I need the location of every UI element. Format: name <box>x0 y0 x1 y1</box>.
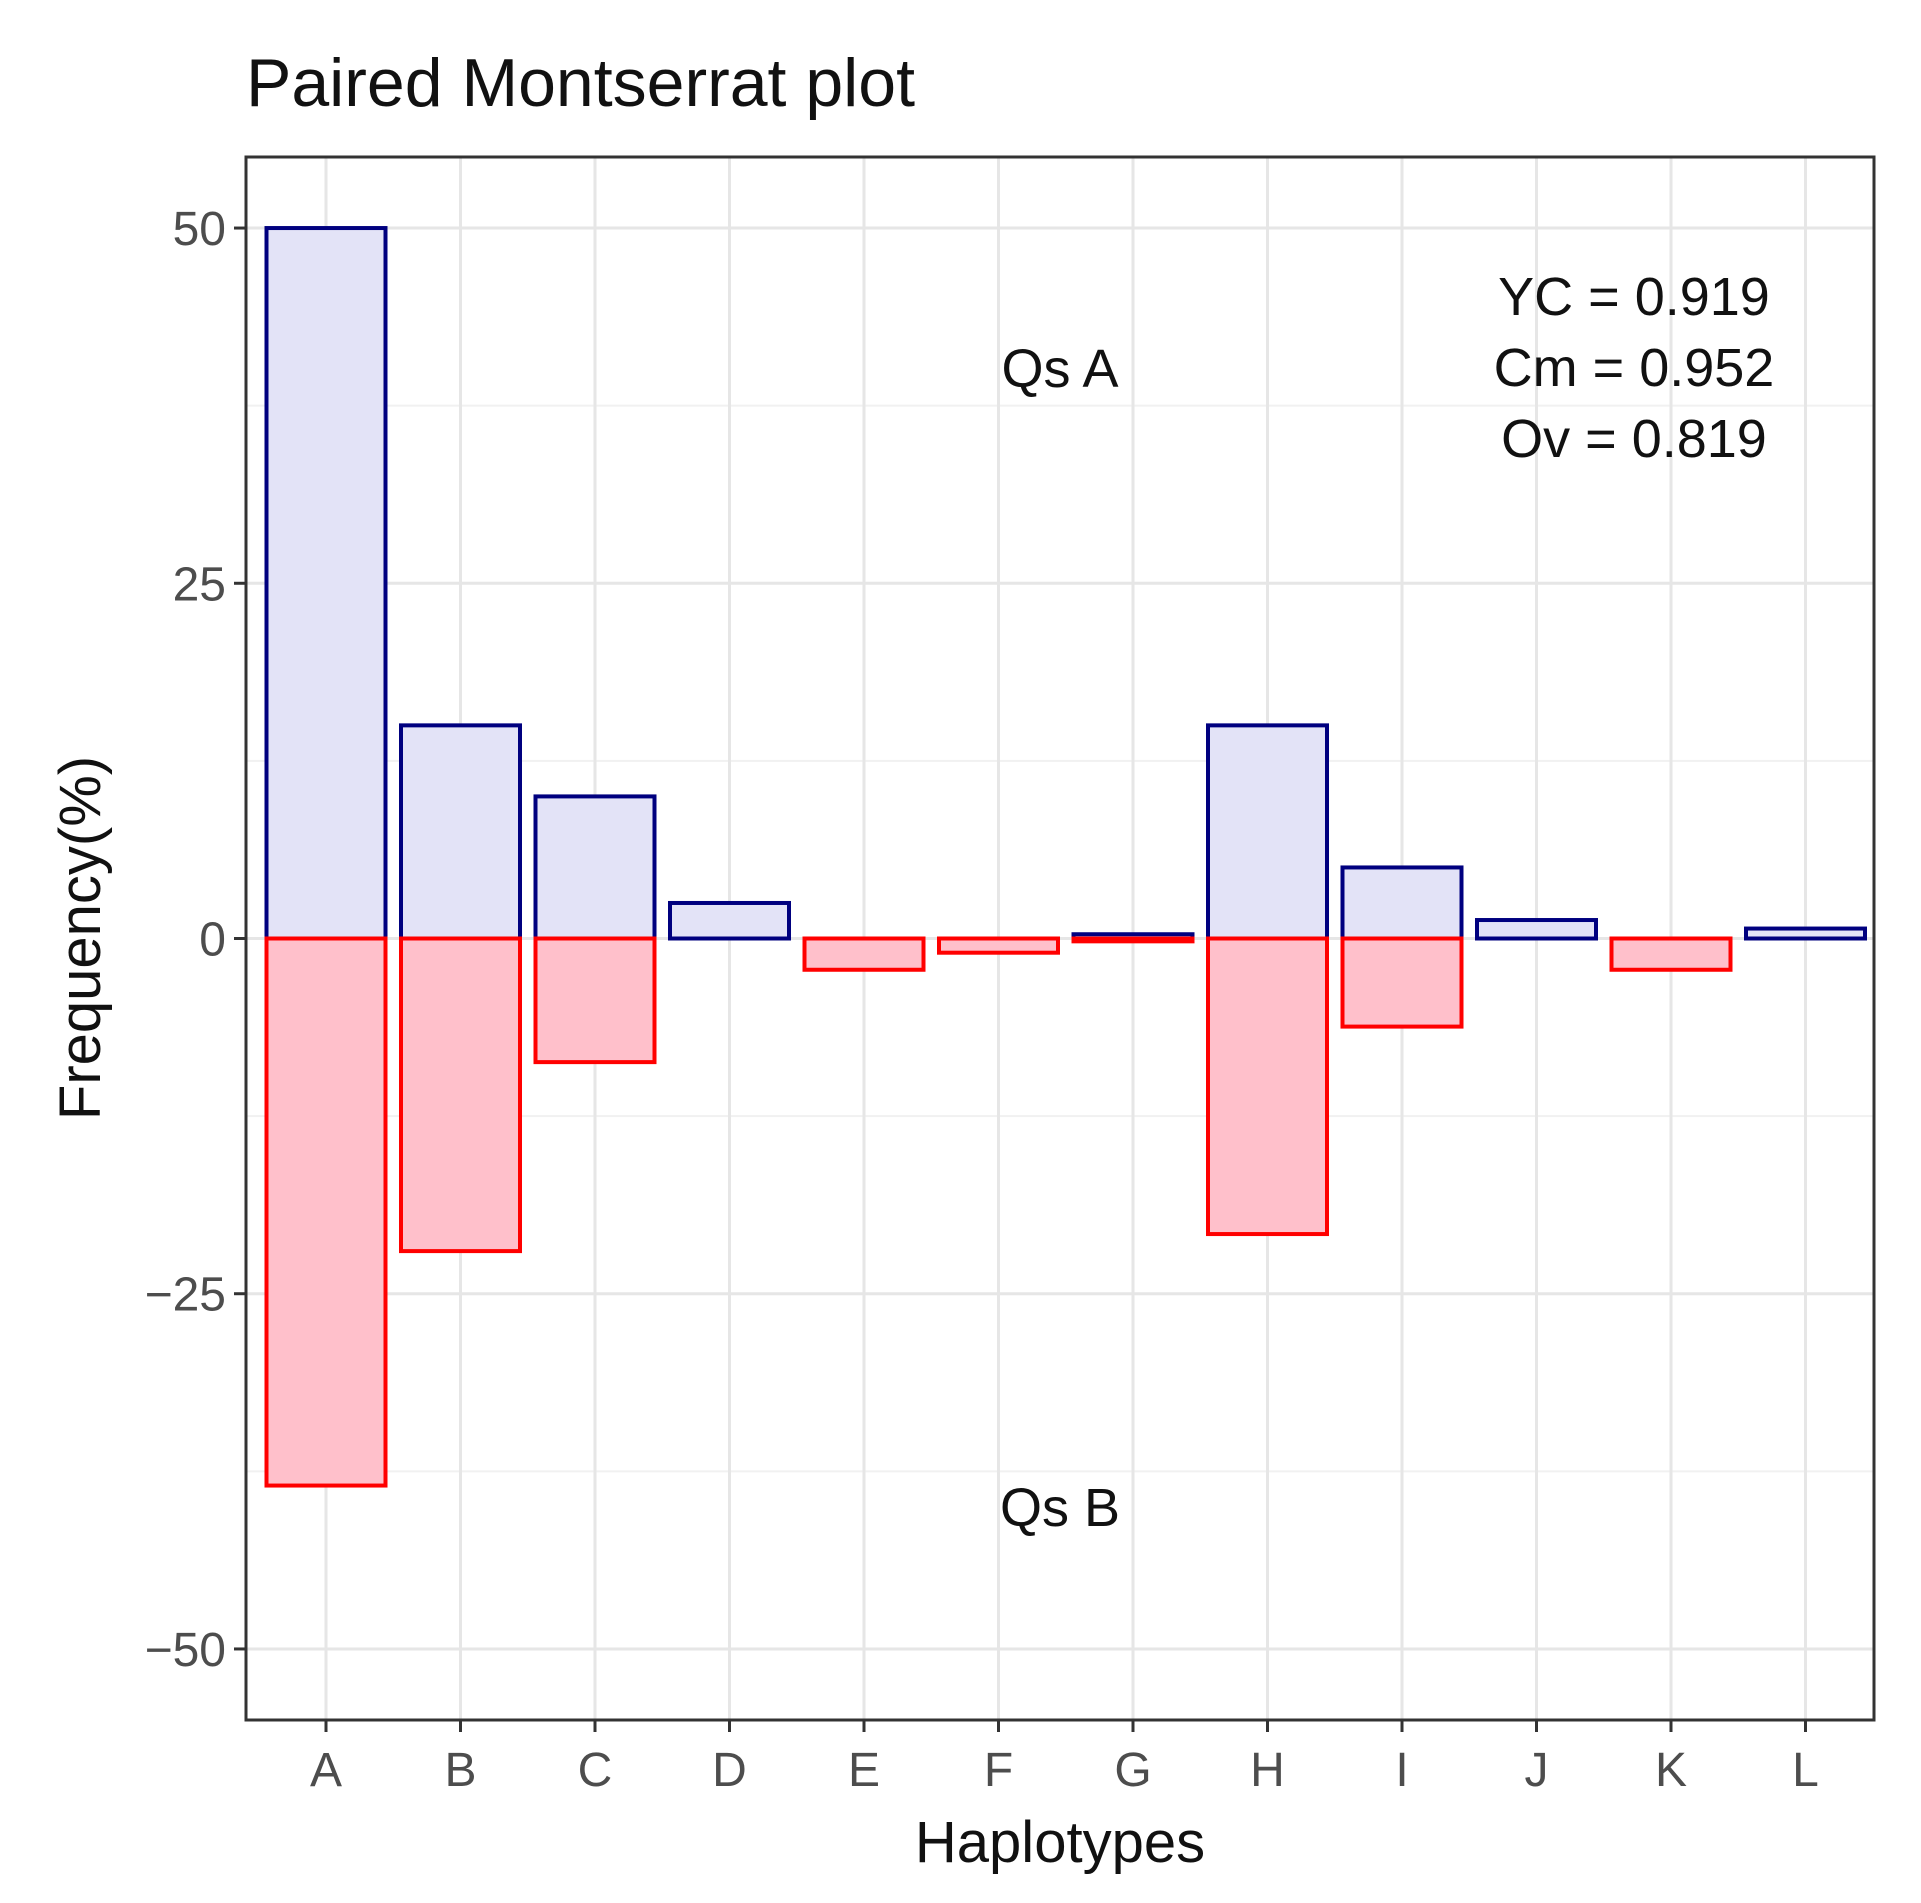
x-tick-label-e: E <box>848 1744 880 1797</box>
y-tick-label: 25 <box>173 558 226 611</box>
bar-qs-b-k <box>1609 936 1733 972</box>
bar-qs-b-b <box>399 936 522 1254</box>
x-axis-title: Haplotypes <box>915 1810 1205 1875</box>
bar-qs-b-c <box>533 936 657 1065</box>
y-tick-label: 0 <box>199 914 226 967</box>
bar-qs-a-b <box>399 723 522 941</box>
x-tick-label-h: H <box>1250 1744 1285 1797</box>
x-tick-label-d: D <box>712 1744 747 1797</box>
x-tick-label-c: C <box>578 1744 613 1797</box>
bar-qs-a-l <box>1744 926 1867 941</box>
axis-ticks: −50 −25 0 25 50 A B C D E F G H I J K L <box>145 203 1819 1797</box>
bar-qs-b-h <box>1206 936 1329 1237</box>
stat-cm: Cm = 0.952 <box>1494 338 1775 398</box>
bar-qs-a-i <box>1340 865 1464 941</box>
x-tick-label-l: L <box>1792 1744 1819 1797</box>
bar-qs-a-d <box>668 900 791 941</box>
y-axis-title: Frequency(%) <box>48 756 113 1120</box>
bars <box>264 226 1867 1488</box>
stat-ov: Ov = 0.819 <box>1501 409 1767 469</box>
y-tick-label: −50 <box>145 1624 226 1677</box>
bar-qs-b-e <box>802 936 926 972</box>
x-tick-label-k: K <box>1655 1744 1687 1797</box>
bar-qs-a-c <box>533 794 657 941</box>
y-tick-label: −25 <box>145 1269 226 1322</box>
bar-qs-a-a <box>264 226 388 941</box>
bar-qs-b-i <box>1340 936 1464 1029</box>
stat-yc: YC = 0.919 <box>1498 267 1770 327</box>
x-tick-label-i: I <box>1395 1744 1408 1797</box>
group-label-qs-b: Qs B <box>1000 1478 1120 1538</box>
x-tick-label-f: F <box>984 1744 1013 1797</box>
bar-qs-a-h <box>1206 723 1329 941</box>
x-tick-label-g: G <box>1114 1744 1151 1797</box>
chart-title: Paired Montserrat plot <box>246 45 915 121</box>
bar-qs-b-f <box>937 936 1060 955</box>
x-tick-label-a: A <box>310 1744 342 1797</box>
x-tick-label-b: B <box>444 1744 476 1797</box>
bar-qs-b-g <box>1071 936 1195 944</box>
bar-qs-a-j <box>1475 918 1598 941</box>
x-tick-label-j: J <box>1525 1744 1549 1797</box>
group-label-qs-a: Qs A <box>1001 339 1118 399</box>
y-tick-label: 50 <box>173 203 226 256</box>
bar-qs-b-a <box>264 936 388 1488</box>
